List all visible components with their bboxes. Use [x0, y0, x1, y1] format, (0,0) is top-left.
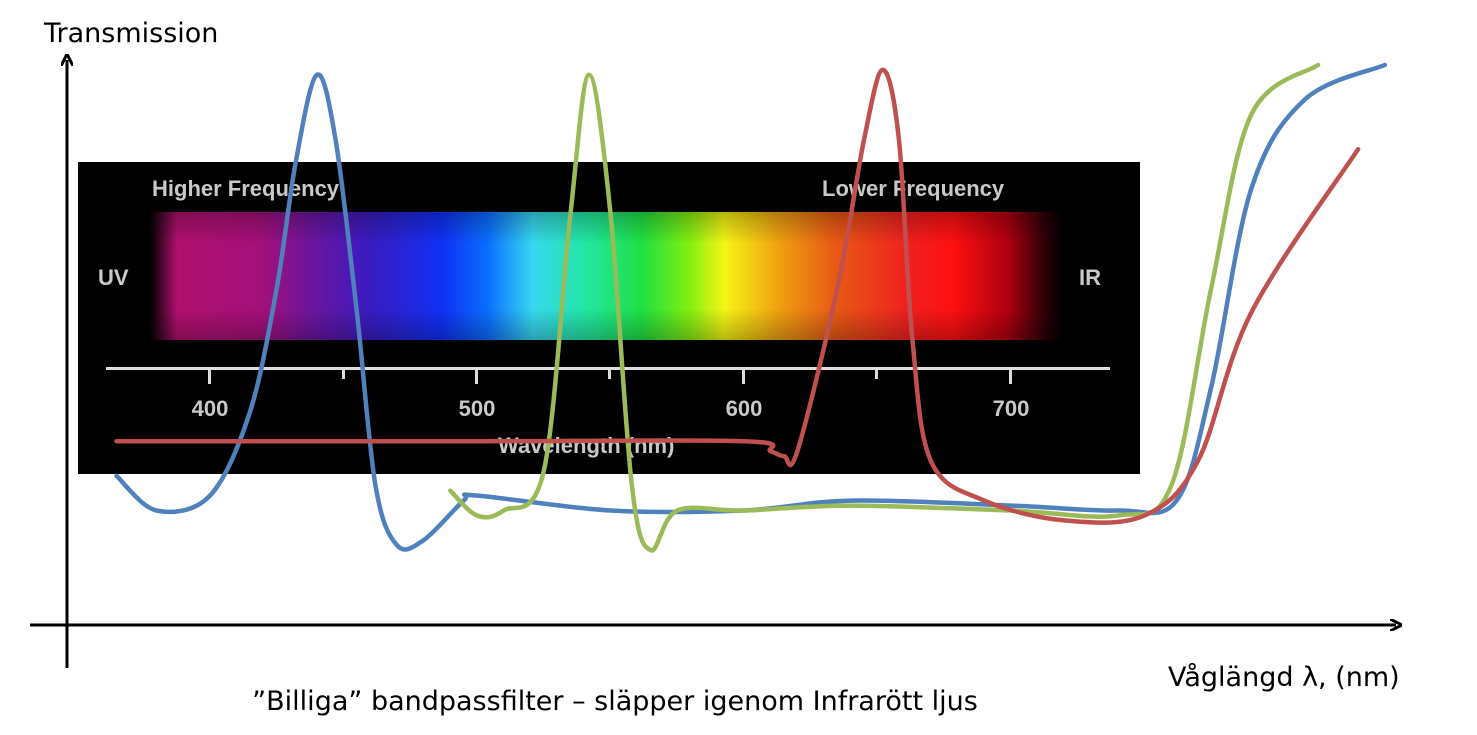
wavelength-scale-line	[106, 367, 1110, 370]
scale-minor-tick	[608, 370, 611, 379]
tick-label-500: 500	[458, 396, 496, 421]
y-axis-label: Transmission	[44, 18, 219, 49]
green-filter-curve	[448, 62, 1321, 553]
blue-filter-curve	[114, 62, 1388, 552]
ir-label: IR	[1079, 265, 1101, 290]
scale-minor-tick	[342, 370, 345, 379]
tick-label-400: 400	[191, 396, 229, 421]
higher-frequency-label: Higher Frequency	[152, 176, 340, 201]
red-filter-curve	[114, 67, 1361, 525]
scale-major-tick	[208, 370, 211, 384]
scale-major-tick	[475, 370, 478, 384]
series-layer	[114, 62, 1388, 553]
tick-label-600: 600	[725, 396, 763, 421]
chart-caption: ”Billiga” bandpassfilter – släpper igeno…	[252, 686, 978, 717]
scale-minor-tick	[875, 370, 878, 379]
x-axis-label: Våglängd λ, (nm)	[1168, 662, 1400, 693]
tick-label-700: 700	[992, 396, 1030, 421]
scale-major-tick	[1009, 370, 1012, 384]
wavelength-label: Wavelength (nm)	[498, 433, 675, 458]
uv-label: UV	[98, 265, 129, 290]
scale-major-tick	[742, 370, 745, 384]
